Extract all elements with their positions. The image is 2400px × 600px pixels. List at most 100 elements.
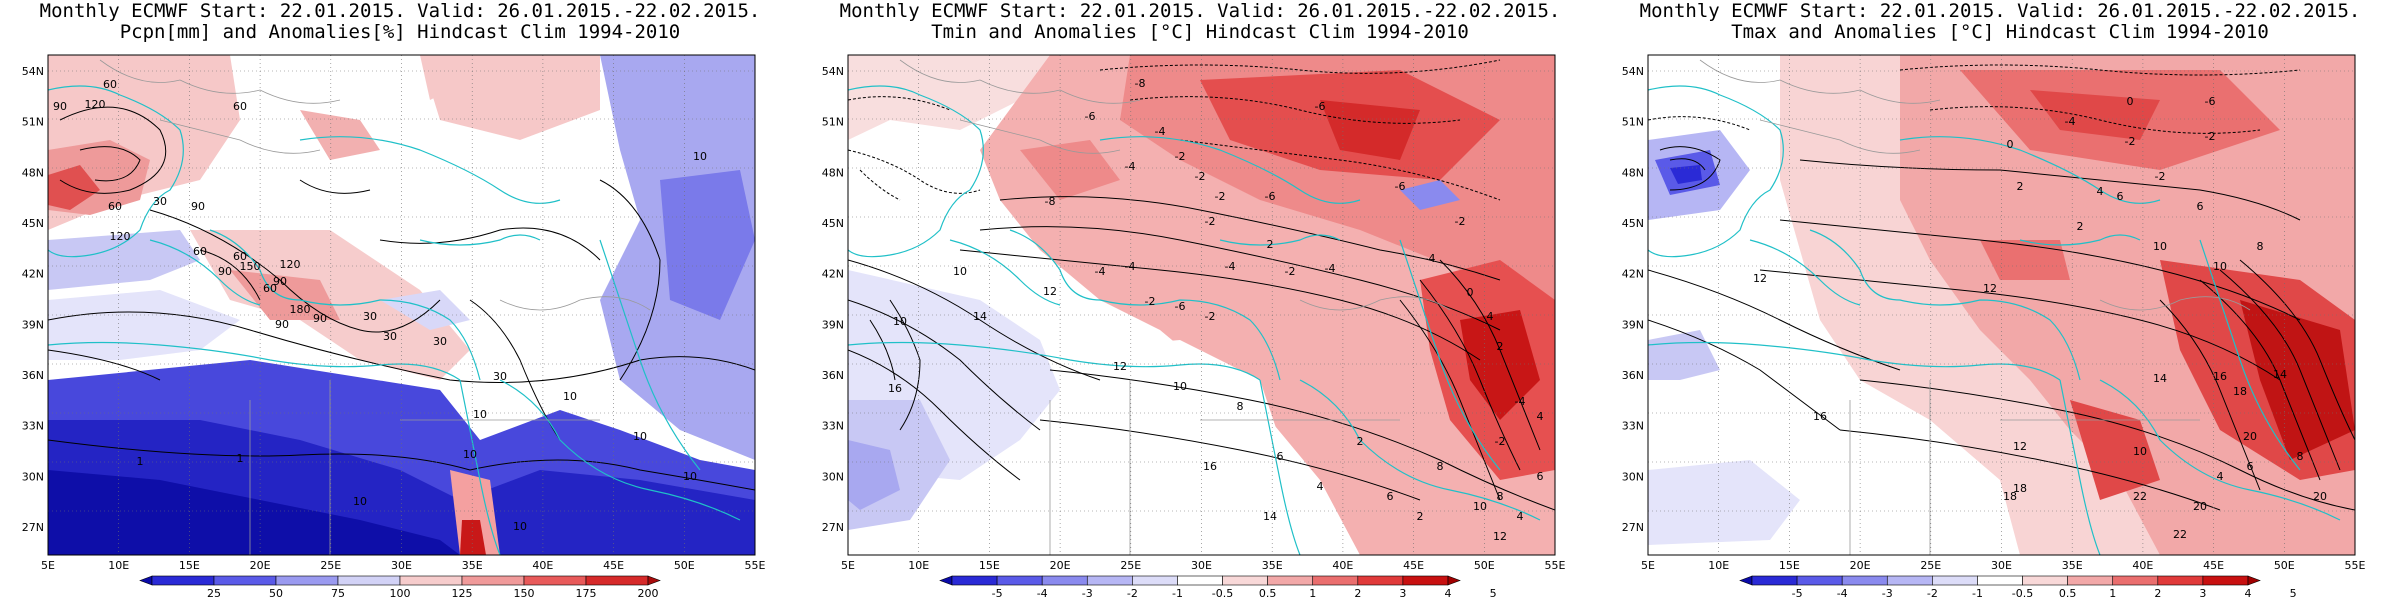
colorbar-segment	[1267, 575, 1314, 586]
contour-label: 12	[2013, 440, 2027, 453]
contour-label: 6	[2197, 200, 2204, 213]
contour-label: 60	[233, 250, 247, 263]
precip-title-line1: Monthly ECMWF Start: 22.01.2015. Valid: …	[39, 0, 761, 22]
contour-label: 12	[1043, 285, 1057, 298]
colorbar-tick-label: 150	[514, 587, 535, 600]
precip-colorbar: 25 50 75 100 125 150 175 200	[139, 575, 661, 600]
colorbar-tick-label: 1	[1309, 587, 1316, 600]
lat-label: 48N	[822, 166, 844, 179]
contour-label: 4	[2097, 185, 2104, 198]
lat-label: 48N	[1622, 166, 1644, 179]
precip-title-line2: Pcpn[mm] and Anomalies[%] Hindcast Clim …	[119, 21, 681, 43]
contour-label: 30	[363, 310, 377, 323]
precip-lon-labels: 5E 10E 15E 20E 25E 30E 35E 40E 45E 50E 55E	[41, 559, 765, 572]
contour-label: 90	[273, 275, 287, 288]
colorbar-under-arrow	[139, 575, 153, 586]
precip-panel: Monthly ECMWF Start: 22.01.2015. Valid: …	[0, 0, 800, 600]
lat-label: 39N	[22, 318, 44, 331]
colorbar-segment	[151, 575, 215, 586]
lat-label: 36N	[822, 369, 844, 382]
contour-label: 16	[2213, 370, 2227, 383]
contour-label: 1	[137, 455, 144, 468]
contour-label: 14	[2153, 372, 2167, 385]
colorbar-tick-label: -5	[1792, 587, 1803, 600]
contour-label: 90	[313, 312, 327, 325]
colorbar-segment	[1086, 575, 1133, 586]
contour-label: 10	[953, 265, 967, 278]
contour-label: 60	[108, 200, 122, 213]
contour-label: 12	[1493, 530, 1507, 543]
contour-label: -6	[1315, 100, 1326, 113]
lat-label: 39N	[822, 318, 844, 331]
contour-label: 8	[1497, 490, 1504, 503]
contour-label: 8	[2297, 450, 2304, 463]
lat-label: 45N	[22, 217, 44, 230]
contour-label: 60	[103, 78, 117, 91]
lat-label: 33N	[22, 420, 44, 433]
lon-label: 55E	[745, 559, 766, 572]
colorbar-tick-label: 3	[1399, 587, 1406, 600]
tmax-field	[1648, 55, 2355, 555]
lon-label: 35E	[2062, 559, 2083, 572]
tmax-lat-labels: 54N 51N 48N 45N 42N 39N 36N 33N 30N 27N	[1622, 65, 1644, 534]
contour-label: 90	[275, 318, 289, 331]
contour-label: 18	[2003, 490, 2017, 503]
lon-label: 50E	[2274, 559, 2295, 572]
colorbar-segment	[399, 575, 463, 586]
contour-label: 90	[53, 100, 67, 113]
contour-label: 12	[1113, 360, 1127, 373]
lon-label: 25E	[1920, 559, 1941, 572]
colorbar-tick-label: -3	[1882, 587, 1893, 600]
contour-label: -4	[1325, 262, 1336, 275]
contour-label: -2	[1205, 310, 1216, 323]
precip-lat-labels: 54N 51N 48N 45N 42N 39N 36N 33N 30N 27N	[22, 65, 44, 534]
lon-label: 35E	[462, 559, 483, 572]
colorbar-tick-label: 75	[331, 587, 345, 600]
lat-label: 30N	[1622, 470, 1644, 483]
colorbar-tick-label: 4	[1445, 587, 1452, 600]
colorbar-segment	[523, 575, 587, 586]
lon-label: 30E	[1991, 559, 2012, 572]
lat-label: 54N	[1622, 65, 1644, 78]
lat-label: 39N	[1622, 318, 1644, 331]
colorbar-tick-label: 5	[1490, 587, 1497, 600]
colorbar-tick-label: 200	[638, 587, 659, 600]
lon-label: 15E	[979, 559, 1000, 572]
contour-label: -6	[1265, 190, 1276, 203]
lat-label: 48N	[22, 166, 44, 179]
colorbar-segment	[1132, 575, 1178, 586]
contour-label: -2	[1455, 215, 1466, 228]
contour-label: 14	[973, 310, 987, 323]
contour-label: 2	[1267, 238, 1274, 251]
colorbar-tick-label: -4	[1837, 587, 1848, 600]
lon-label: 40E	[532, 559, 553, 572]
lat-label: 42N	[22, 268, 44, 281]
colorbar-segment	[1041, 575, 1088, 586]
colorbar-segment	[275, 575, 339, 586]
lat-label: 51N	[22, 116, 44, 129]
lat-label: 45N	[822, 217, 844, 230]
contour-label: 20	[2193, 500, 2207, 513]
contour-label: 6	[2117, 190, 2124, 203]
lon-label: 10E	[1708, 559, 1729, 572]
colorbar-segment	[1751, 575, 1798, 586]
contour-label: 18	[2013, 482, 2027, 495]
contour-label: 120	[280, 258, 301, 271]
colorbar-over-arrow	[2247, 575, 2261, 586]
colorbar-tick-label: -5	[992, 587, 1003, 600]
colorbar-segment	[1841, 575, 1888, 586]
lat-label: 42N	[1622, 268, 1644, 281]
colorbar-tick-label: 5	[2290, 587, 2297, 600]
lat-label: 51N	[1622, 116, 1644, 129]
colorbar-tick-label: 50	[269, 587, 283, 600]
contour-label: 10	[683, 470, 697, 483]
contour-label: 90	[218, 265, 232, 278]
contour-label: 120	[110, 230, 131, 243]
contour-label: -8	[1135, 77, 1146, 90]
contour-label: 10	[2153, 240, 2167, 253]
contour-label: 4	[1517, 510, 1524, 523]
contour-label: 16	[1813, 410, 1827, 423]
contour-label: 4	[1537, 410, 1544, 423]
colorbar-over-arrow	[647, 575, 661, 586]
colorbar-segment	[1932, 575, 1978, 586]
